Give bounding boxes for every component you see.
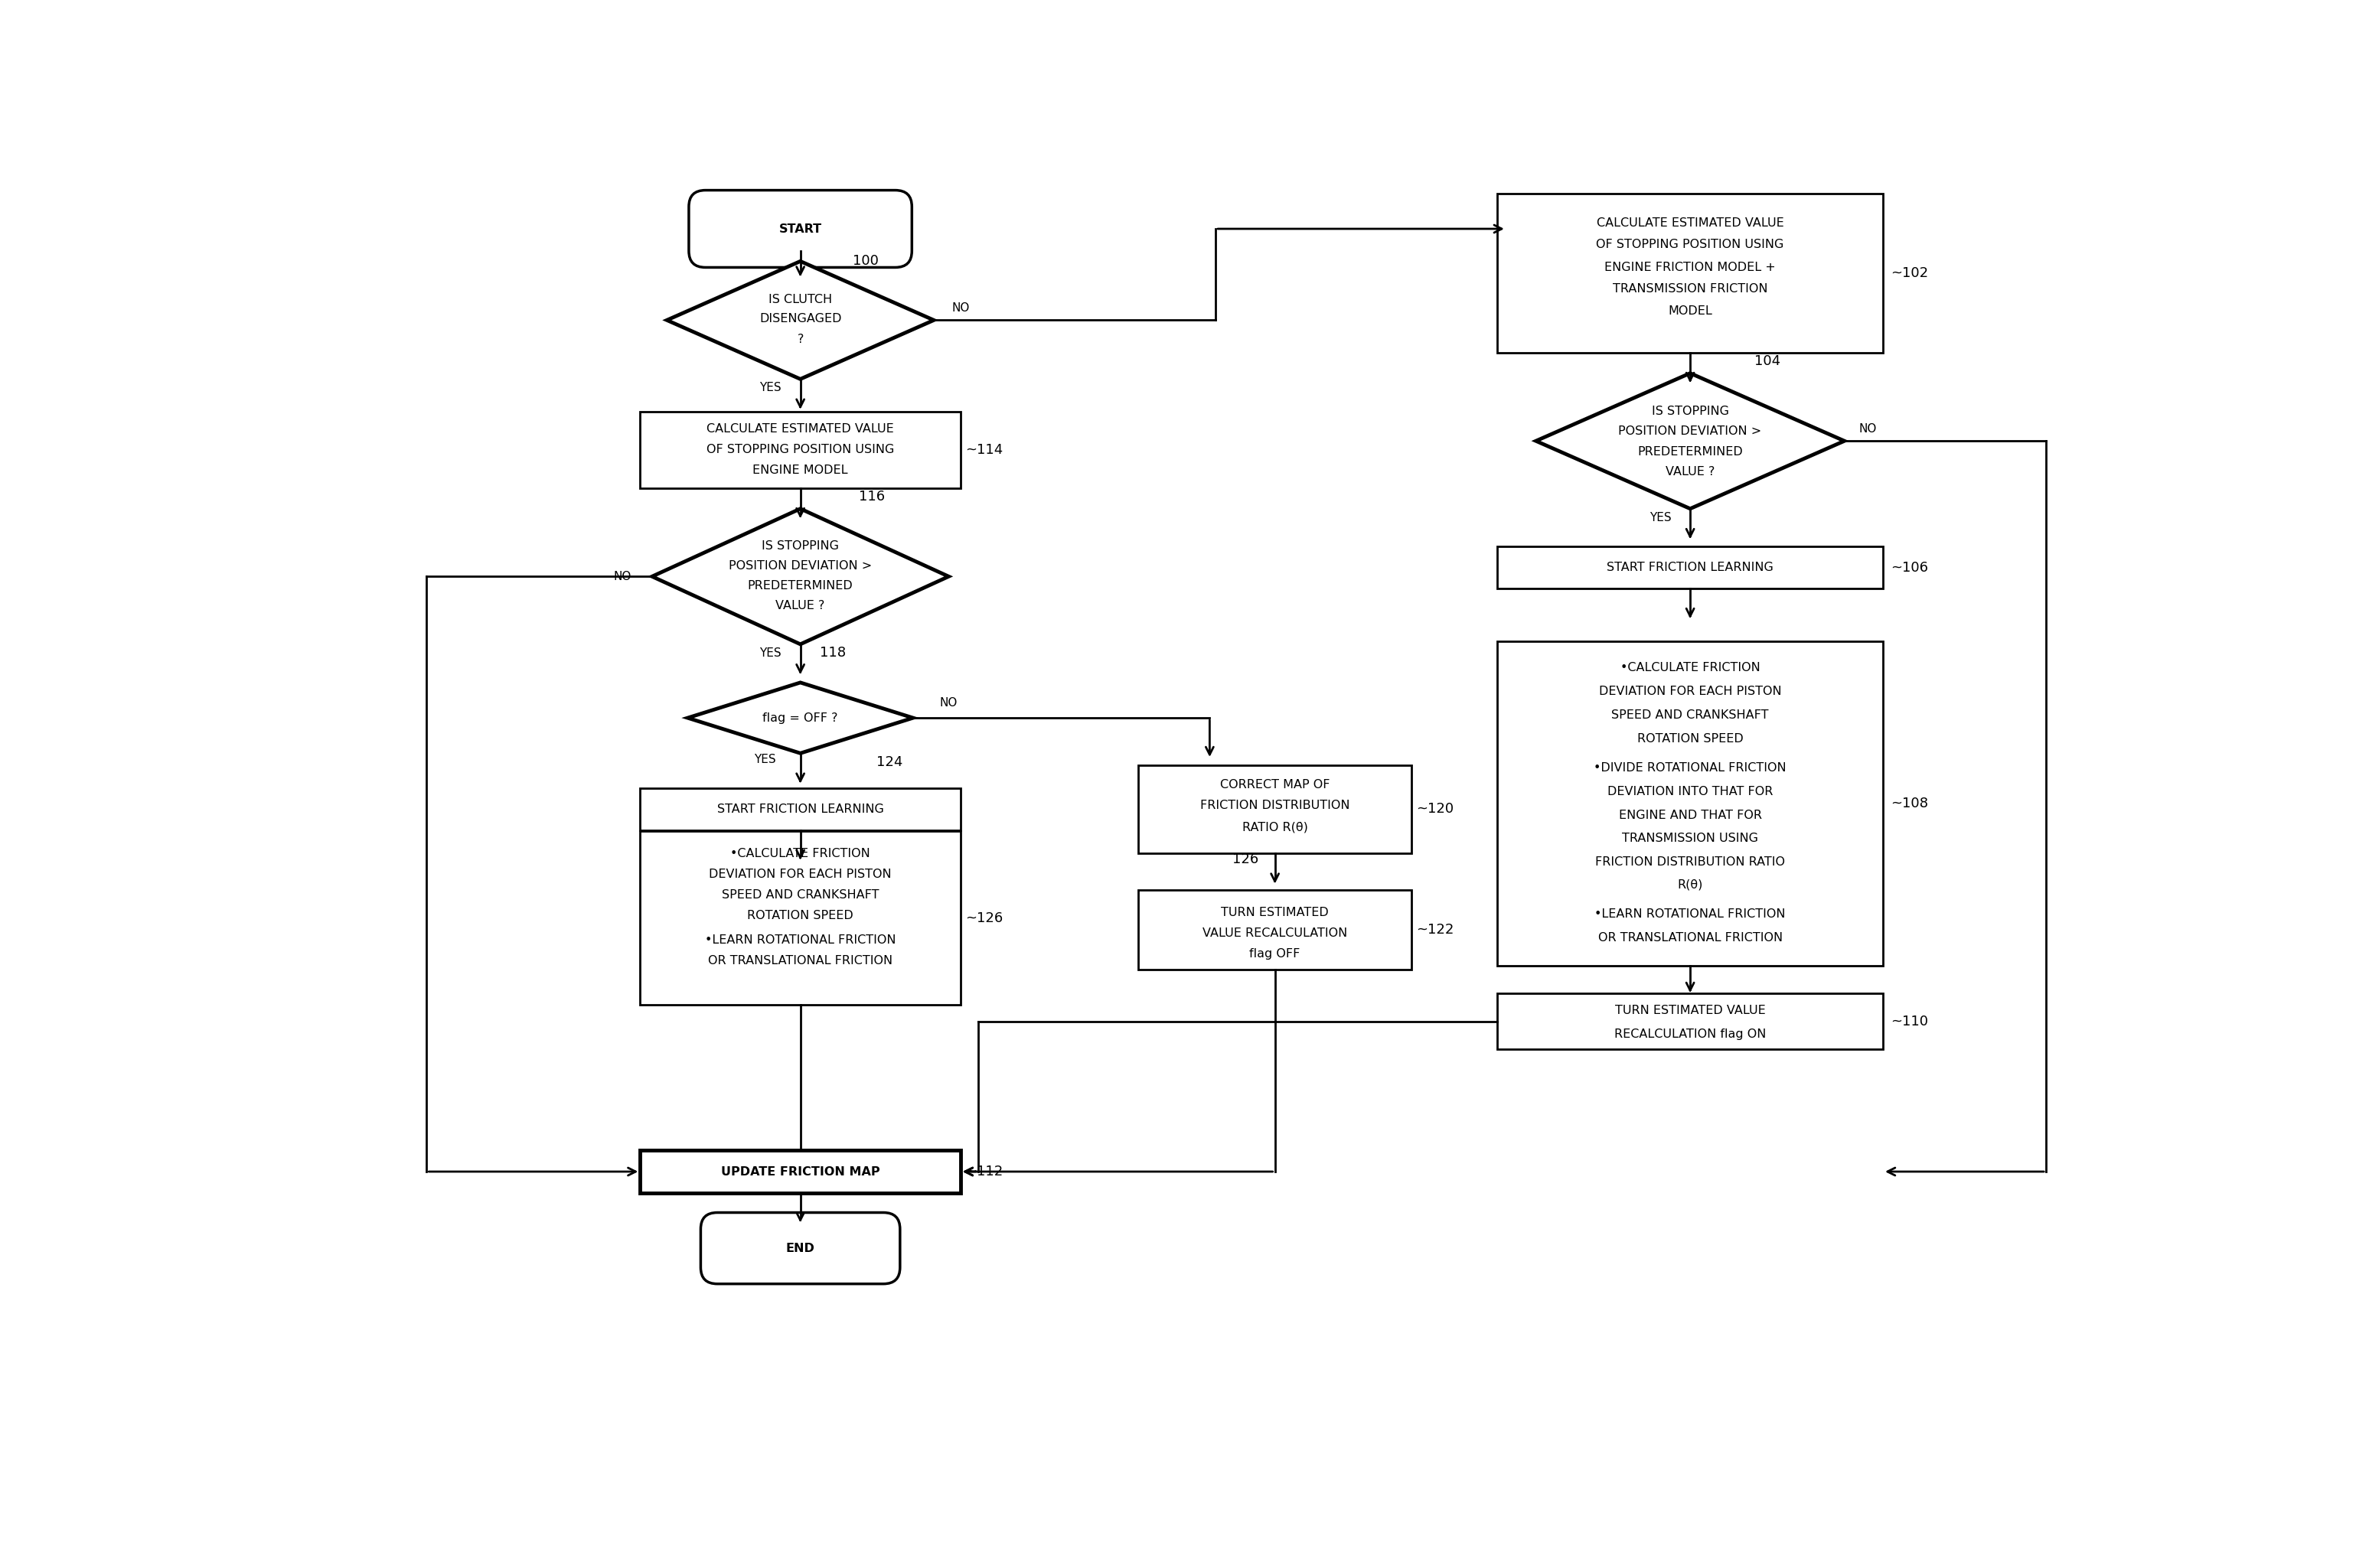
- Text: NO: NO: [940, 698, 957, 709]
- Text: ~126: ~126: [967, 911, 1002, 925]
- Text: DEVIATION INTO THAT FOR: DEVIATION INTO THAT FOR: [1606, 786, 1772, 797]
- Text: RATIO R(θ̇): RATIO R(θ̇): [1241, 822, 1308, 833]
- Text: PREDETERMINED: PREDETERMINED: [1637, 445, 1744, 458]
- Text: OF STOPPING POSITION USING: OF STOPPING POSITION USING: [706, 444, 893, 456]
- FancyBboxPatch shape: [640, 789, 959, 831]
- Text: DISENGAGED: DISENGAGED: [758, 314, 841, 325]
- Text: ~120: ~120: [1417, 803, 1455, 815]
- FancyBboxPatch shape: [1497, 193, 1883, 353]
- Text: ENGINE FRICTION MODEL +: ENGINE FRICTION MODEL +: [1604, 262, 1777, 273]
- Text: CORRECT MAP OF: CORRECT MAP OF: [1220, 779, 1329, 790]
- Text: R(θ̇): R(θ̇): [1677, 880, 1703, 891]
- Text: TURN ESTIMATED VALUE: TURN ESTIMATED VALUE: [1616, 1005, 1765, 1016]
- Text: MODEL: MODEL: [1668, 306, 1713, 317]
- Text: START FRICTION LEARNING: START FRICTION LEARNING: [1606, 561, 1774, 574]
- Text: NO: NO: [952, 303, 969, 314]
- Text: ~112: ~112: [967, 1165, 1002, 1179]
- Text: IS STOPPING: IS STOPPING: [763, 539, 839, 552]
- Text: TURN ESTIMATED: TURN ESTIMATED: [1220, 906, 1329, 919]
- Text: DEVIATION FOR EACH PISTON: DEVIATION FOR EACH PISTON: [1599, 685, 1781, 698]
- Polygon shape: [651, 508, 948, 644]
- Text: ~108: ~108: [1890, 797, 1928, 811]
- Text: NO: NO: [1860, 423, 1876, 434]
- Text: VALUE ?: VALUE ?: [775, 601, 824, 612]
- Text: 124: 124: [877, 756, 903, 768]
- Text: POSITION DEVIATION >: POSITION DEVIATION >: [1618, 426, 1763, 437]
- Text: POSITION DEVIATION >: POSITION DEVIATION >: [730, 560, 872, 572]
- FancyBboxPatch shape: [1497, 641, 1883, 966]
- FancyBboxPatch shape: [1139, 765, 1412, 853]
- Text: PREDETERMINED: PREDETERMINED: [749, 580, 853, 591]
- FancyBboxPatch shape: [640, 831, 959, 1005]
- Text: UPDATE FRICTION MAP: UPDATE FRICTION MAP: [720, 1167, 879, 1178]
- Text: CALCULATE ESTIMATED VALUE: CALCULATE ESTIMATED VALUE: [706, 423, 893, 434]
- Text: OR TRANSLATIONAL FRICTION: OR TRANSLATIONAL FRICTION: [708, 955, 893, 966]
- Text: •LEARN ROTATIONAL FRICTION: •LEARN ROTATIONAL FRICTION: [706, 935, 895, 946]
- Text: YES: YES: [1649, 511, 1673, 524]
- FancyBboxPatch shape: [640, 1151, 959, 1193]
- Text: START FRICTION LEARNING: START FRICTION LEARNING: [718, 803, 884, 815]
- Text: ~110: ~110: [1890, 1014, 1928, 1029]
- Text: TRANSMISSION FRICTION: TRANSMISSION FRICTION: [1613, 284, 1767, 295]
- Text: VALUE ?: VALUE ?: [1665, 466, 1715, 477]
- Text: FRICTION DISTRIBUTION RATIO: FRICTION DISTRIBUTION RATIO: [1594, 856, 1786, 869]
- FancyBboxPatch shape: [1139, 891, 1412, 969]
- Text: •CALCULATE FRICTION: •CALCULATE FRICTION: [730, 848, 869, 859]
- Text: DEVIATION FOR EACH PISTON: DEVIATION FOR EACH PISTON: [708, 869, 891, 880]
- Text: flag = OFF ?: flag = OFF ?: [763, 712, 839, 723]
- Text: ~106: ~106: [1890, 561, 1928, 574]
- Text: •LEARN ROTATIONAL FRICTION: •LEARN ROTATIONAL FRICTION: [1594, 908, 1786, 920]
- Text: SPEED AND CRANKSHAFT: SPEED AND CRANKSHAFT: [1611, 709, 1770, 721]
- Text: OF STOPPING POSITION USING: OF STOPPING POSITION USING: [1597, 238, 1784, 251]
- Text: OR TRANSLATIONAL FRICTION: OR TRANSLATIONAL FRICTION: [1597, 931, 1781, 944]
- Text: 118: 118: [820, 646, 846, 660]
- Text: SPEED AND CRANKSHAFT: SPEED AND CRANKSHAFT: [723, 889, 879, 900]
- Text: ~102: ~102: [1890, 267, 1928, 281]
- Text: 126: 126: [1232, 853, 1258, 866]
- Text: RECALCULATION flag ON: RECALCULATION flag ON: [1613, 1029, 1765, 1040]
- Text: END: END: [787, 1242, 815, 1254]
- Text: START: START: [779, 223, 822, 235]
- Text: flag OFF: flag OFF: [1248, 947, 1301, 960]
- Text: IS CLUTCH: IS CLUTCH: [768, 293, 832, 306]
- Text: YES: YES: [760, 648, 782, 659]
- Text: NO: NO: [614, 571, 630, 582]
- Text: ~122: ~122: [1417, 924, 1455, 938]
- Polygon shape: [668, 262, 933, 379]
- Polygon shape: [687, 682, 912, 753]
- Text: FRICTION DISTRIBUTION: FRICTION DISTRIBUTION: [1201, 800, 1350, 811]
- FancyBboxPatch shape: [640, 411, 959, 488]
- Text: 100: 100: [853, 254, 879, 268]
- FancyBboxPatch shape: [1497, 994, 1883, 1049]
- Text: •DIVIDE ROTATIONAL FRICTION: •DIVIDE ROTATIONAL FRICTION: [1594, 762, 1786, 773]
- Text: 116: 116: [858, 491, 884, 503]
- Text: ROTATION SPEED: ROTATION SPEED: [1637, 732, 1744, 745]
- Text: •CALCULATE FRICTION: •CALCULATE FRICTION: [1620, 662, 1760, 674]
- Text: YES: YES: [753, 753, 775, 765]
- FancyBboxPatch shape: [689, 190, 912, 268]
- Text: VALUE RECALCULATION: VALUE RECALCULATION: [1203, 927, 1348, 939]
- Polygon shape: [1535, 373, 1845, 508]
- Text: ENGINE AND THAT FOR: ENGINE AND THAT FOR: [1618, 809, 1763, 822]
- FancyBboxPatch shape: [1497, 546, 1883, 590]
- Text: 104: 104: [1753, 354, 1781, 368]
- Text: TRANSMISSION USING: TRANSMISSION USING: [1623, 833, 1758, 845]
- FancyBboxPatch shape: [701, 1212, 900, 1284]
- Text: YES: YES: [760, 383, 782, 394]
- Text: ENGINE MODEL: ENGINE MODEL: [753, 464, 848, 477]
- Text: CALCULATE ESTIMATED VALUE: CALCULATE ESTIMATED VALUE: [1597, 218, 1784, 229]
- Text: IS STOPPING: IS STOPPING: [1651, 406, 1729, 417]
- Text: ~114: ~114: [967, 442, 1002, 456]
- Text: ROTATION SPEED: ROTATION SPEED: [746, 909, 853, 920]
- Text: ?: ?: [796, 334, 803, 345]
